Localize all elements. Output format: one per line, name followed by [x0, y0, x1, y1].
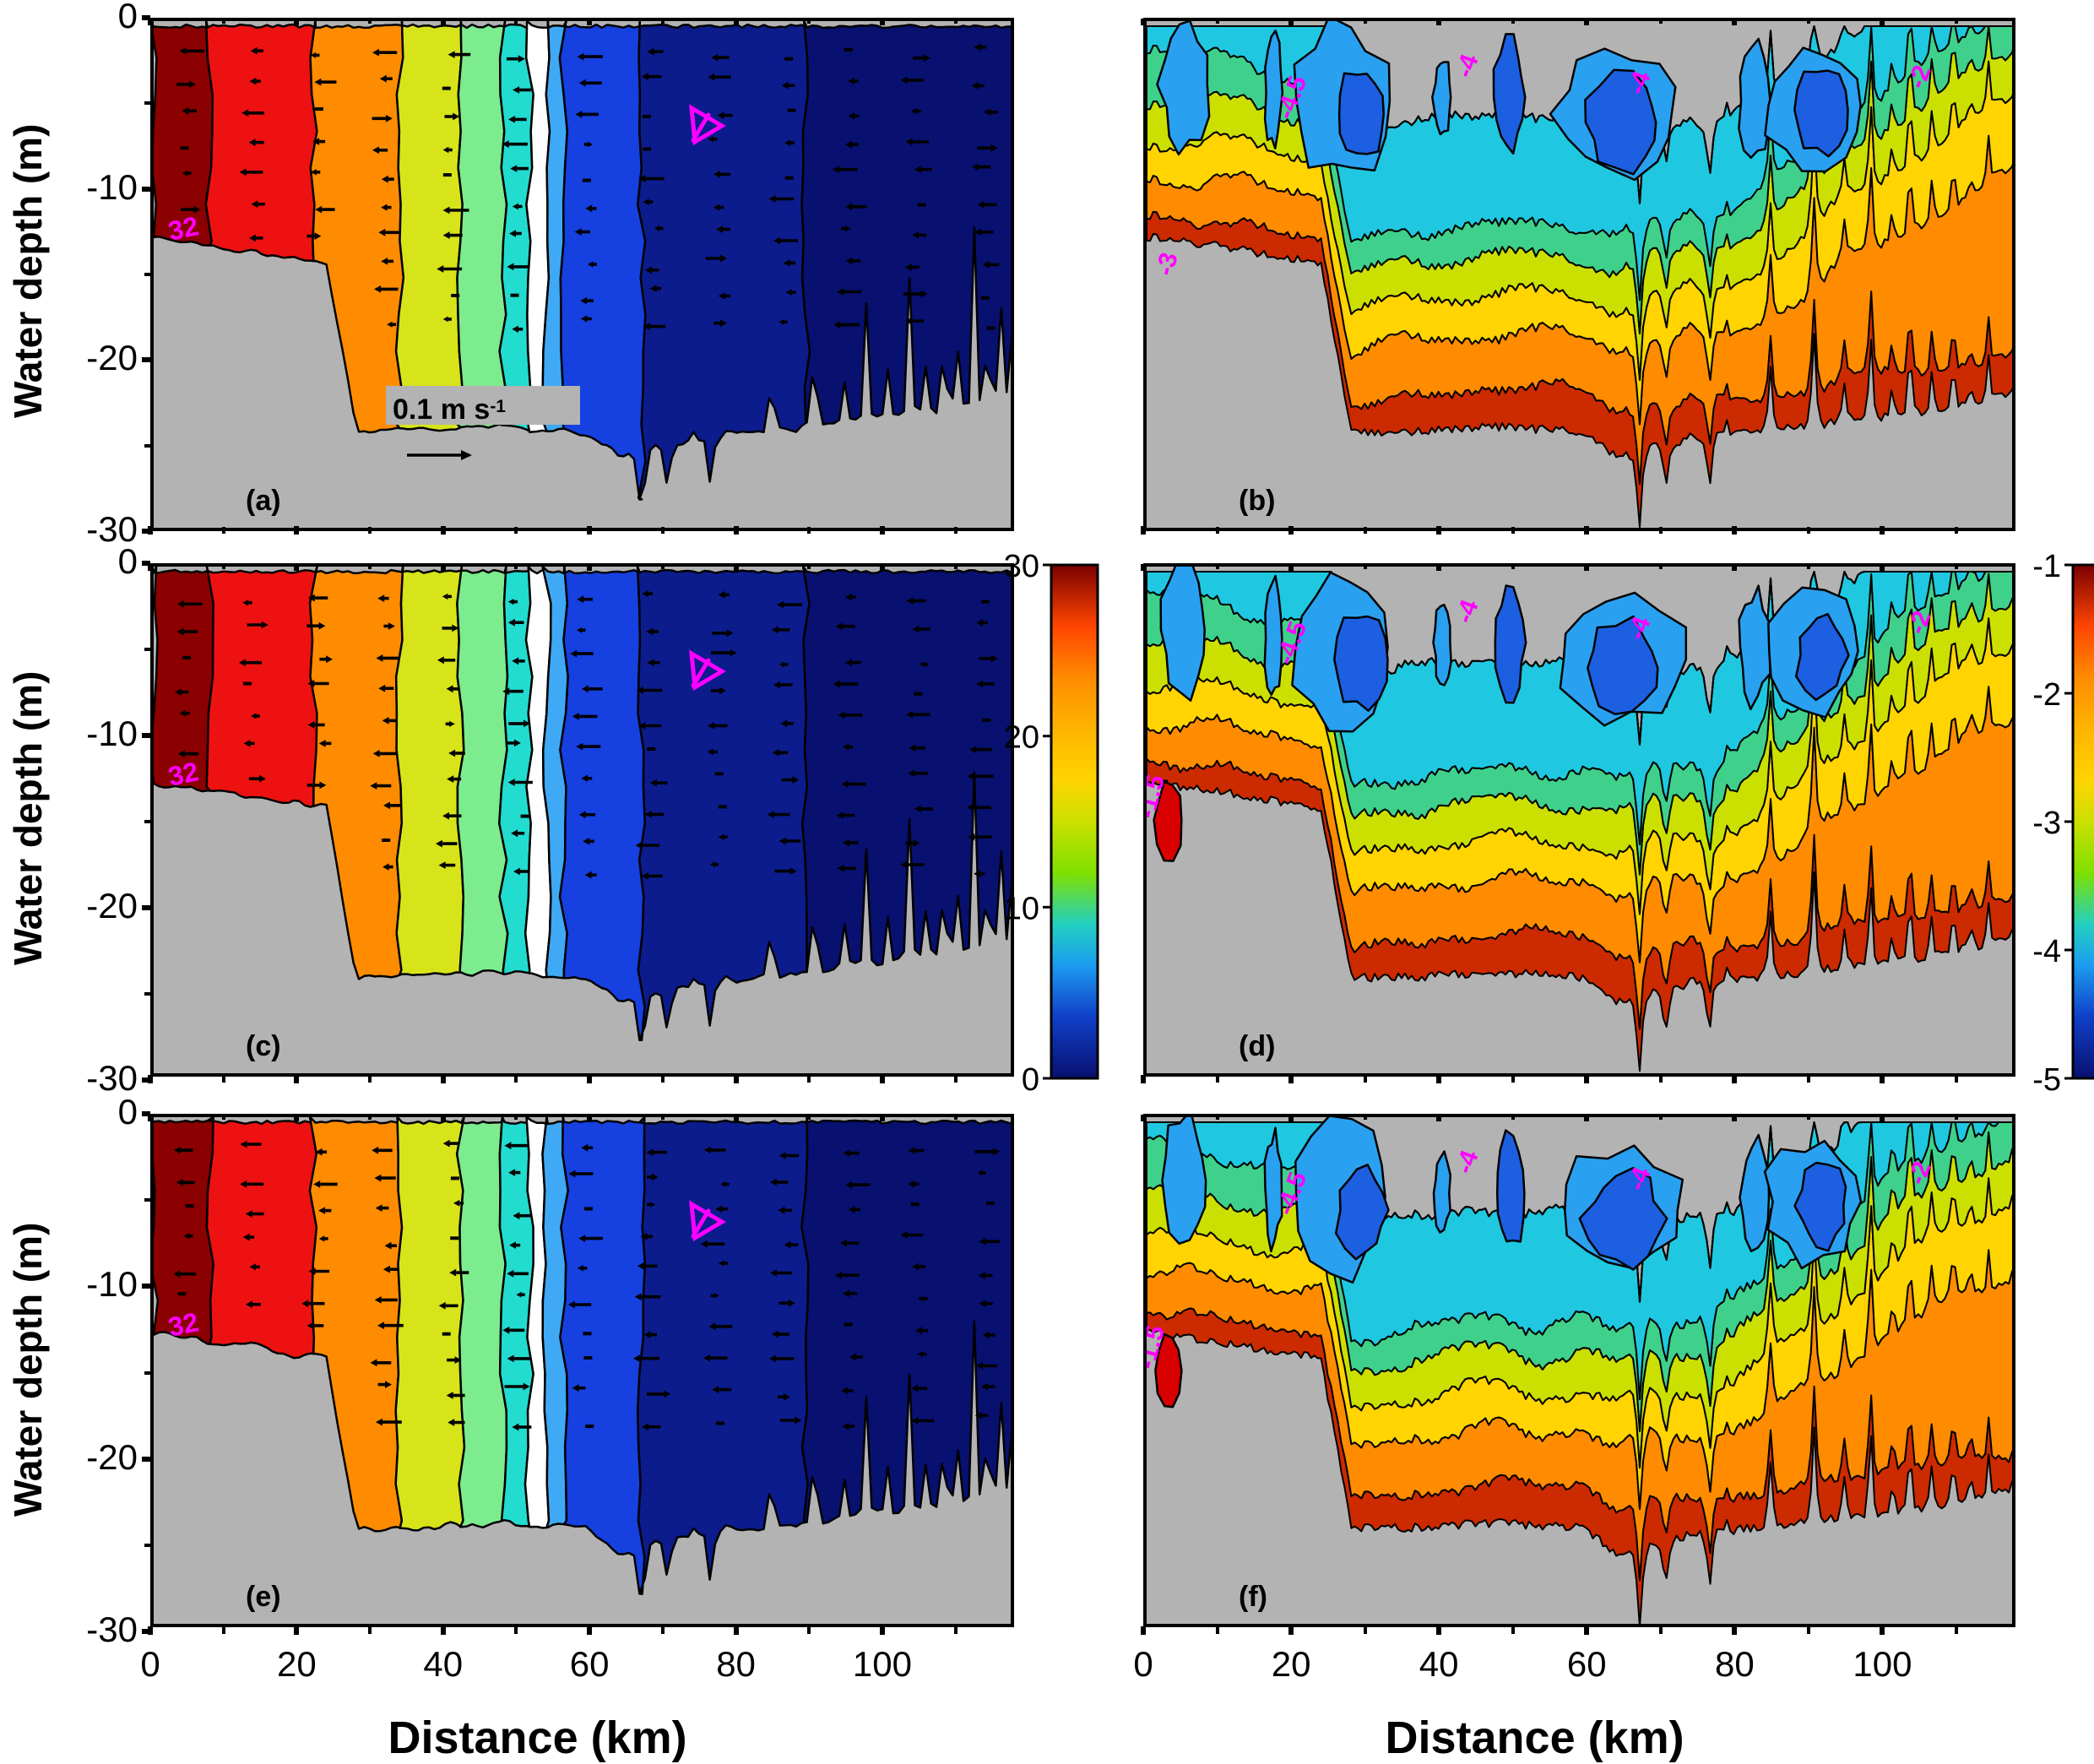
- svg-text:32: 32: [165, 1306, 201, 1343]
- svg-text:-2: -2: [2032, 677, 2061, 713]
- svg-text:(f): (f): [1239, 1581, 1267, 1613]
- svg-text:(a): (a): [246, 485, 281, 517]
- svg-text:(d): (d): [1239, 1030, 1275, 1062]
- svg-text:-5: -5: [2032, 1062, 2061, 1098]
- svg-text:-4: -4: [2032, 934, 2061, 969]
- svg-text:-3: -3: [2032, 806, 2061, 841]
- svg-text:32: 32: [165, 756, 201, 792]
- svg-text:10: 10: [1004, 891, 1039, 926]
- svg-text:(c): (c): [246, 1030, 281, 1062]
- svg-text:(b): (b): [1239, 485, 1275, 517]
- svg-text:30: 30: [1004, 549, 1039, 584]
- svg-text:20: 20: [1004, 720, 1039, 756]
- svg-text:32: 32: [165, 210, 201, 247]
- svg-text:0.1 m s-1: 0.1 m s-1: [393, 394, 506, 426]
- svg-text:0: 0: [1022, 1062, 1039, 1098]
- svg-text:(e): (e): [246, 1581, 281, 1613]
- svg-text:-1: -1: [2032, 549, 2061, 584]
